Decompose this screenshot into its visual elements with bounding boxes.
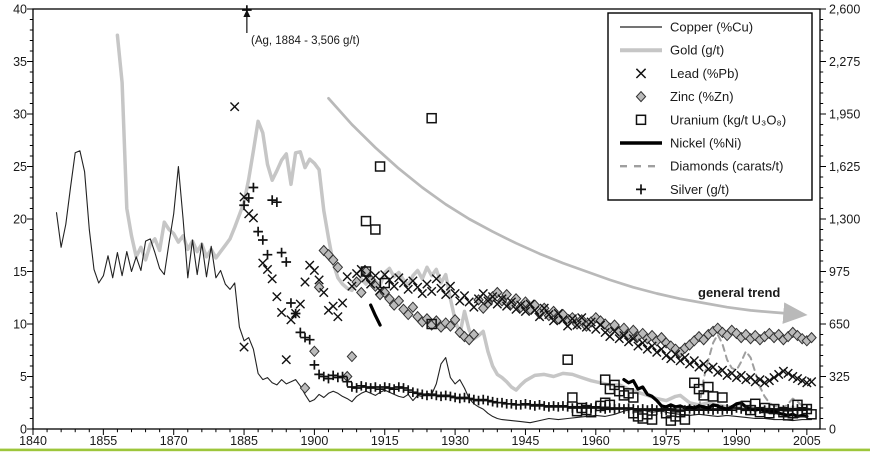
y-right-tick-label: 650 xyxy=(829,318,850,332)
x-tick-label: 2005 xyxy=(793,434,821,448)
y-left-tick-label: 40 xyxy=(13,3,27,17)
x-tick-label: 1930 xyxy=(441,434,469,448)
y-right-tick-label: 1,950 xyxy=(829,108,860,122)
y-left-tick-label: 15 xyxy=(13,265,27,279)
silver-offscale-group xyxy=(242,5,252,33)
series-diamonds xyxy=(698,333,808,409)
legend-item-lead: Lead (%Pb) xyxy=(635,66,739,81)
y-left-tick-label: 5 xyxy=(20,370,27,384)
y-axis-right: 0 325 650 975 1,300 1,625 1,950 2,275 2,600 xyxy=(820,3,860,437)
y-axis-left: 0 5 10 15 20 25 30 35 40 xyxy=(13,3,33,437)
series-uranium xyxy=(360,112,817,426)
y-right-tick-label: 1,300 xyxy=(829,213,860,227)
series-copper xyxy=(55,150,813,424)
y-left-tick-label: 25 xyxy=(13,160,27,174)
x-tick-label: 1975 xyxy=(652,434,680,448)
series-nickel xyxy=(369,303,809,418)
legend-label: Diamonds (carats/t) xyxy=(670,159,783,174)
y-left-tick-label: 0 xyxy=(20,423,27,437)
x-tick-label: 1870 xyxy=(160,434,188,448)
y-right-tick-label: 0 xyxy=(829,423,836,437)
silver-offscale-annotation: (Ag, 1884 - 3,506 g/t) xyxy=(251,35,360,47)
legend: Copper (%Cu) Gold (g/t) Lead (%Pb) Zinc (%Z… xyxy=(607,12,813,201)
y-right-tick-label: 2,275 xyxy=(829,55,860,69)
legend-label: Gold (g/t) xyxy=(670,43,724,58)
x-tick-label: 1855 xyxy=(89,434,117,448)
legend-item-silver: Silver (g/t) xyxy=(636,182,729,197)
y-right-tick-label: 325 xyxy=(829,370,850,384)
legend-label: Lead (%Pb) xyxy=(670,66,739,81)
legend-label: Copper (%Cu) xyxy=(670,20,753,35)
x-tick-label: 1945 xyxy=(512,434,540,448)
x-tick-label: 1840 xyxy=(19,434,47,448)
x-tick-label: 1990 xyxy=(723,434,751,448)
y-right-tick-label: 1,625 xyxy=(829,160,860,174)
legend-label: Nickel (%Ni) xyxy=(670,136,742,151)
general-trend-label: general trend xyxy=(698,285,780,300)
series-gold xyxy=(115,33,809,412)
y-left-tick-label: 20 xyxy=(13,213,27,227)
general-trend-line xyxy=(327,96,808,324)
legend-label: Zinc (%Zn) xyxy=(670,89,734,104)
x-tick-label: 1915 xyxy=(371,434,399,448)
legend-item-nickel: Nickel (%Ni) xyxy=(620,136,742,151)
y-left-tick-label: 30 xyxy=(13,108,27,122)
x-tick-label: 1960 xyxy=(582,434,610,448)
y-right-tick-label: 2,600 xyxy=(829,3,860,17)
x-tick-label: 1900 xyxy=(300,434,328,448)
x-tick-label: 1885 xyxy=(230,434,258,448)
y-left-tick-label: 35 xyxy=(13,55,27,69)
legend-item-uranium: Uranium (kg/t U₃O₈) xyxy=(635,112,786,127)
legend-item-copper: Copper (%Cu) xyxy=(620,20,753,35)
y-left-tick-label: 10 xyxy=(13,318,27,332)
legend-item-zinc: Zinc (%Zn) xyxy=(635,89,734,104)
legend-item-diamonds: Diamonds (carats/t) xyxy=(620,159,783,174)
series-silver xyxy=(239,182,812,416)
x-axis: 1840 1855 1870 1885 1900 1915 1930 1945 1960 1975… xyxy=(19,429,821,448)
window-bottom-border xyxy=(0,448,870,452)
legend-item-gold: Gold (g/t) xyxy=(620,43,724,58)
legend-label: Silver (g/t) xyxy=(670,182,729,197)
y-right-tick-label: 975 xyxy=(829,265,850,279)
legend-label: Uranium (kg/t U₃O₈) xyxy=(670,112,786,127)
